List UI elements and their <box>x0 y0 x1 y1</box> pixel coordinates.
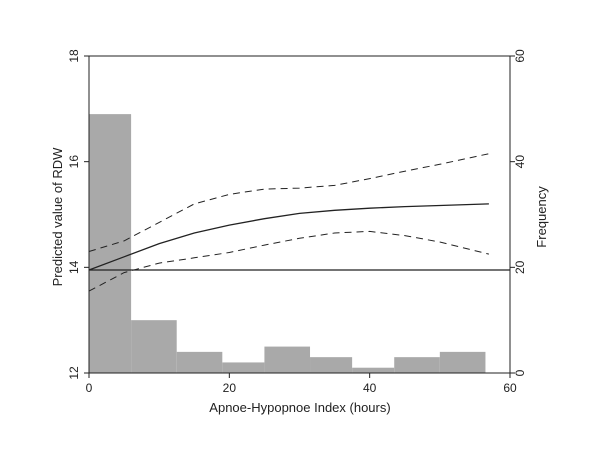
y-axis-right-label: Frequency <box>534 186 549 248</box>
upper-ci-curve <box>88 153 490 252</box>
y-right-tick-label: 60 <box>513 49 527 63</box>
curve-lines <box>88 153 510 292</box>
histogram-bar <box>439 351 486 373</box>
histogram-bars <box>89 114 486 373</box>
x-tick-label: 60 <box>503 381 517 395</box>
y-left-tick-label: 16 <box>67 155 81 169</box>
y-left-tick-label: 14 <box>67 260 81 274</box>
x-tick-label: 0 <box>86 381 93 395</box>
x-axis-label: Apnoe-Hypopnoe Index (hours) <box>209 400 390 415</box>
histogram-bar <box>264 346 311 373</box>
histogram-bar <box>222 362 265 373</box>
histogram-bar <box>131 320 177 373</box>
histogram-bar <box>89 114 132 373</box>
histogram-bar <box>394 357 440 373</box>
histogram-bar <box>310 357 353 373</box>
y-left-tick-label: 12 <box>67 366 81 380</box>
y-right-tick-label: 0 <box>513 369 527 376</box>
axes <box>84 55 515 378</box>
predicted-curve <box>88 203 489 271</box>
tick-labels: 0 20 40 60 12 14 16 18 0 20 40 60 <box>67 49 527 395</box>
y-axis-left-label: Predicted value of RDW <box>50 147 65 286</box>
lower-ci-curve <box>88 230 490 292</box>
histogram-bar <box>352 367 395 373</box>
y-right-tick-label: 40 <box>513 155 527 169</box>
y-left-tick-label: 18 <box>67 49 81 63</box>
histogram-bar <box>176 351 223 373</box>
y-right-tick-label: 20 <box>513 260 527 274</box>
x-tick-label: 20 <box>223 381 237 395</box>
x-tick-label: 40 <box>363 381 377 395</box>
